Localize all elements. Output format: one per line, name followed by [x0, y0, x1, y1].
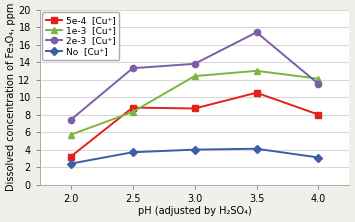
1e-3  [Cu⁺]: [316, 77, 321, 80]
5e-4  [Cu⁺]: [69, 155, 73, 158]
No  [Cu⁺]: [192, 148, 197, 151]
Line: No  [Cu⁺]: No [Cu⁺]: [67, 146, 322, 167]
Line: 2e-3  [Cu⁺]: 2e-3 [Cu⁺]: [67, 29, 322, 123]
Line: 5e-4  [Cu⁺]: 5e-4 [Cu⁺]: [67, 90, 322, 160]
2e-3  [Cu⁺]: [255, 31, 259, 34]
No  [Cu⁺]: [316, 156, 321, 159]
5e-4  [Cu⁺]: [255, 91, 259, 94]
2e-3  [Cu⁺]: [69, 119, 73, 121]
Legend: 5e-4  [Cu⁺], 1e-3  [Cu⁺], 2e-3  [Cu⁺], No  [Cu⁺]: 5e-4 [Cu⁺], 1e-3 [Cu⁺], 2e-3 [Cu⁺], No […: [43, 12, 119, 59]
1e-3  [Cu⁺]: [131, 111, 135, 113]
Line: 1e-3  [Cu⁺]: 1e-3 [Cu⁺]: [67, 68, 322, 138]
Y-axis label: Dissolved concentration of Fe₃O₄, ppm: Dissolved concentration of Fe₃O₄, ppm: [6, 3, 16, 191]
5e-4  [Cu⁺]: [316, 113, 321, 116]
No  [Cu⁺]: [69, 162, 73, 165]
1e-3  [Cu⁺]: [255, 69, 259, 72]
5e-4  [Cu⁺]: [192, 107, 197, 110]
2e-3  [Cu⁺]: [131, 67, 135, 69]
No  [Cu⁺]: [255, 147, 259, 150]
2e-3  [Cu⁺]: [316, 83, 321, 85]
No  [Cu⁺]: [131, 151, 135, 154]
5e-4  [Cu⁺]: [131, 106, 135, 109]
1e-3  [Cu⁺]: [69, 133, 73, 136]
2e-3  [Cu⁺]: [192, 63, 197, 65]
1e-3  [Cu⁺]: [192, 75, 197, 77]
X-axis label: pH (adjusted by H₂SO₄): pH (adjusted by H₂SO₄): [138, 206, 251, 216]
